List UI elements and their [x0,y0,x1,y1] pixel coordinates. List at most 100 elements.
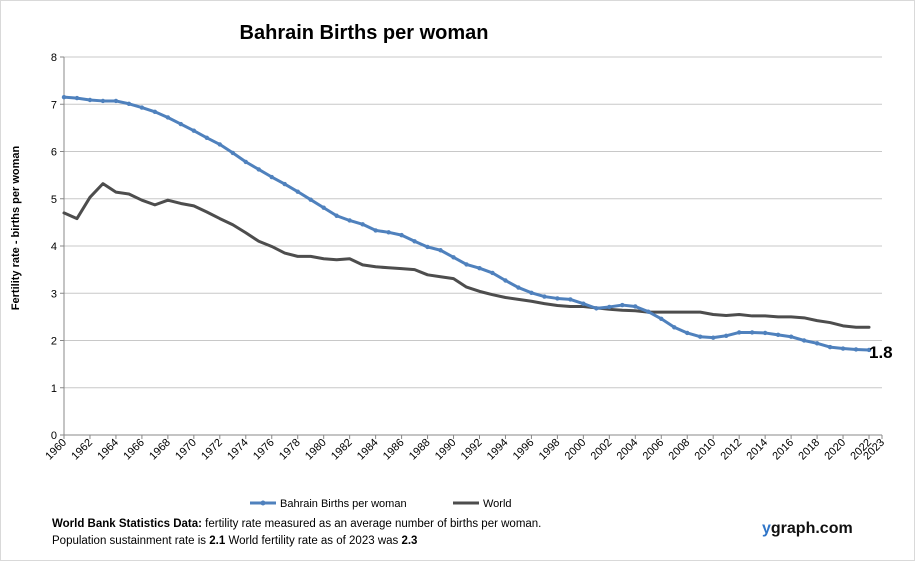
sustainment-label: Population sustainment rate is [52,535,210,547]
data-point-1988 [425,244,430,250]
x-tick-label-1964: 1964 [95,437,121,463]
x-tick-label-2002: 2002 [589,437,615,463]
data-point-1989 [438,248,443,253]
x-tick-label-1968: 1968 [147,437,173,463]
data-point-2001 [594,306,599,311]
x-tick-label-2012: 2012 [718,437,744,463]
x-tick-label-1980: 1980 [303,437,329,463]
x-tick-label-1986: 1986 [381,437,407,463]
data-point-1962 [87,97,93,103]
source-note-line-1: World Bank Statistics Data: fertility ra… [52,516,541,533]
y-tick-label-1: 1 [51,383,57,395]
data-point-1968 [165,115,171,120]
data-point-1996 [529,290,534,295]
data-point-2014 [762,330,768,336]
data-point-2013 [749,330,755,335]
y-tick-label-5: 5 [51,194,57,206]
y-tick-label-6: 6 [51,147,57,159]
data-point-1991 [464,262,469,267]
data-point-1986 [399,232,404,238]
legend-item-bahrain-marker [260,500,266,506]
data-point-1966 [139,105,145,110]
data-point-1969 [178,121,184,127]
data-point-2022 [866,347,872,353]
x-tick-label-1984: 1984 [355,437,381,463]
series-line-bahrain [62,95,871,352]
series-layer [61,94,872,353]
y-axis-label: Fertility rate - births per woman [10,146,22,311]
x-tick-label-1992: 1992 [459,437,485,463]
brand-logo: ygraph.com [762,520,853,538]
data-point-1975 [256,167,261,172]
source-description: fertility rate measured as an average nu… [201,518,542,530]
x-tick-label-1982: 1982 [329,437,355,463]
data-point-2010 [711,335,716,340]
x-tick-label-1988: 1988 [407,437,433,463]
y-tick-label-7: 7 [51,99,57,111]
data-point-1963 [100,98,106,104]
brand-logo-y: y [762,520,771,537]
data-point-2016 [788,334,794,339]
x-tick-label-2008: 2008 [667,437,693,463]
data-point-1976 [269,174,274,180]
x-tick-label-1978: 1978 [277,437,303,463]
brand-logo-text: graph.com [770,520,853,537]
world-rate-value: 2.3 [401,535,418,547]
data-point-2008 [685,330,690,336]
source-note: World Bank Statistics Data: fertility ra… [52,516,541,550]
data-point-2019 [827,344,833,350]
data-point-2006 [659,316,664,321]
data-point-1965 [126,101,132,106]
data-point-1978 [295,189,300,194]
data-point-2003 [620,302,625,308]
end-value-label: 1.8 [869,343,893,362]
data-point-2007 [672,325,677,330]
data-point-2002 [607,304,612,310]
data-point-1982 [347,218,352,223]
data-point-1973 [230,150,235,156]
data-point-1993 [490,270,495,276]
x-tick-label-1970: 1970 [173,437,199,463]
x-tick-label-1998: 1998 [537,437,563,463]
data-point-1983 [360,222,365,227]
data-point-2020 [840,346,846,351]
sustainment-value: 2.1 [209,535,226,547]
x-tick-label-1960: 1960 [43,437,69,463]
legend-item-world-label: World [483,498,512,510]
data-point-2009 [698,334,703,339]
series-line-world [62,182,871,329]
data-point-1997 [542,294,547,299]
y-tick-label-8: 8 [51,52,57,64]
x-tick-label-1966: 1966 [121,437,147,463]
x-tick-label-2004: 2004 [615,437,641,463]
x-tick-label-1994: 1994 [485,437,511,463]
data-point-1960 [61,94,67,100]
data-point-2004 [633,304,638,309]
legend-item-bahrain-label: Bahrain Births per woman [280,498,407,510]
data-point-1990 [451,255,456,260]
x-tick-label-2020: 2020 [822,437,848,463]
x-tick-label-2018: 2018 [796,437,822,463]
data-point-2000 [581,301,586,306]
data-point-2021 [853,347,859,352]
data-point-1970 [191,128,197,133]
x-tick-label-2014: 2014 [744,437,770,463]
y-tick-label-0: 0 [51,430,57,442]
data-point-1972 [217,142,223,147]
data-point-1998 [555,296,560,301]
data-point-1985 [386,230,391,235]
data-point-2017 [801,338,807,343]
data-point-1995 [516,285,521,290]
data-point-2018 [814,341,820,346]
data-point-1974 [243,159,248,165]
data-point-1977 [282,181,287,187]
x-tick-label-1972: 1972 [199,437,225,463]
y-tick-label-2: 2 [51,336,57,348]
data-point-1981 [334,213,339,218]
data-point-1980 [321,205,326,210]
x-tick-label-1962: 1962 [69,437,95,463]
data-point-2012 [736,330,742,335]
source-note-line-2: Population sustainment rate is 2.1 World… [52,533,541,550]
